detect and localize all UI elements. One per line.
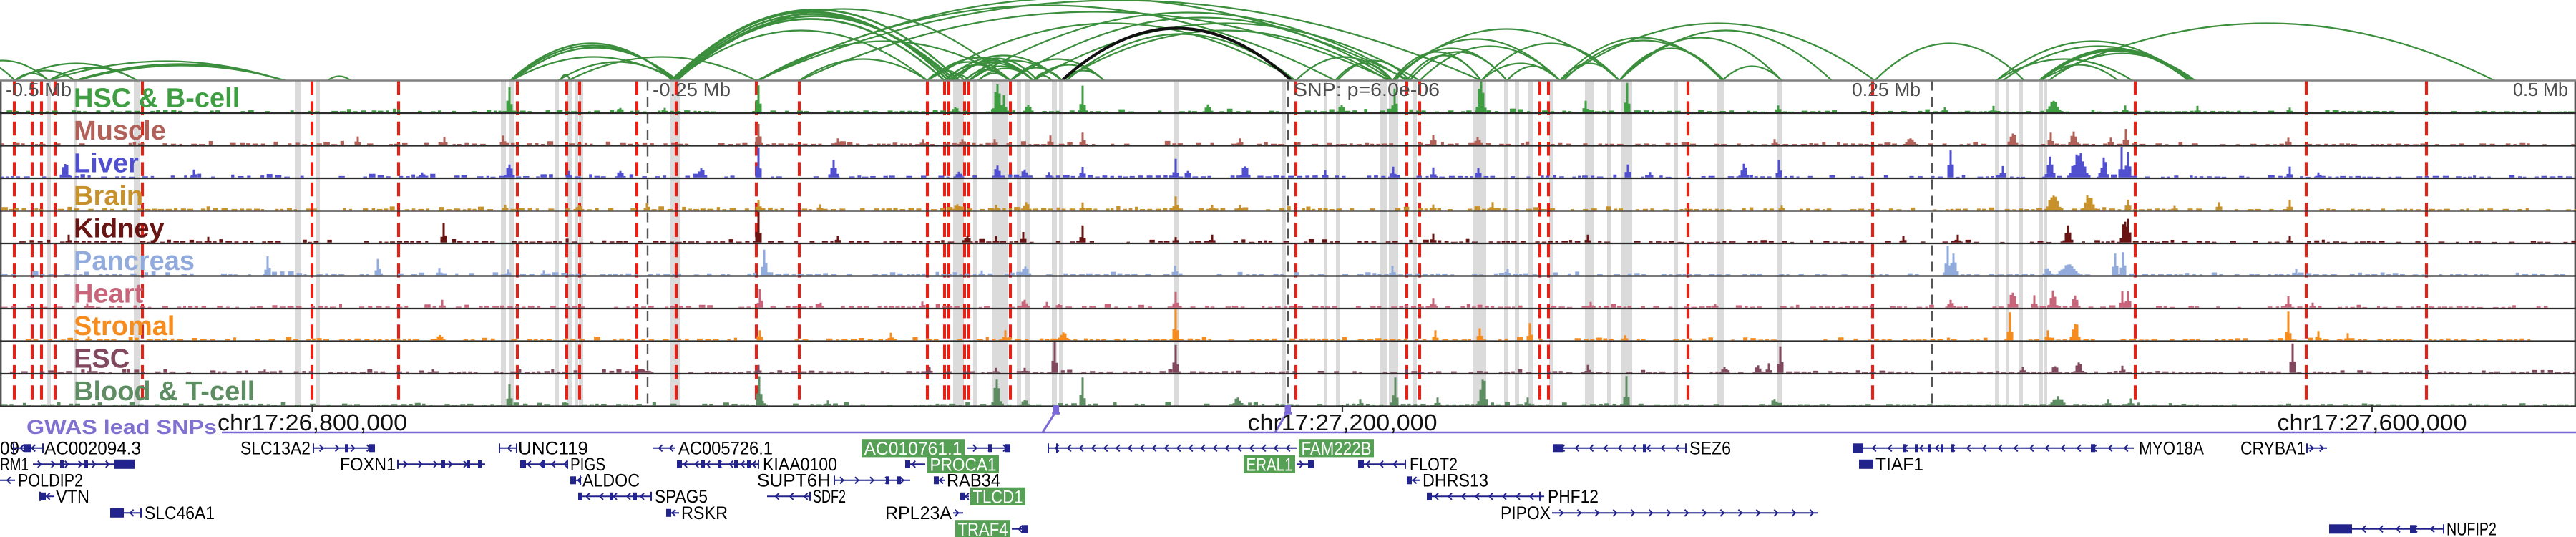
svg-text:KIAA0100: KIAA0100	[763, 455, 837, 475]
svg-text:Liver: Liver	[74, 149, 139, 179]
svg-text:RM1: RM1	[0, 455, 29, 475]
svg-text:Pancreas: Pancreas	[74, 246, 195, 276]
svg-text:DHRS13: DHRS13	[1423, 471, 1488, 491]
svg-text:FAM222B: FAM222B	[1302, 439, 1372, 459]
svg-text:SUPT6H: SUPT6H	[757, 471, 831, 491]
svg-text:chr17:27,200,000: chr17:27,200,000	[1248, 410, 1438, 435]
svg-text:chr17:26,800,000: chr17:26,800,000	[218, 410, 407, 435]
svg-text:RSKR: RSKR	[681, 503, 728, 523]
svg-text:TRAF4: TRAF4	[958, 520, 1008, 537]
svg-text:UNC119: UNC119	[518, 439, 588, 459]
svg-text:0.5 Mb: 0.5 Mb	[2513, 79, 2568, 100]
svg-text:ALDOC: ALDOC	[582, 471, 640, 491]
svg-text:chr17:27,600,000: chr17:27,600,000	[2278, 410, 2467, 435]
svg-text:TLCD1: TLCD1	[973, 487, 1023, 507]
svg-text:VTN: VTN	[56, 487, 89, 507]
svg-text:Brain: Brain	[74, 181, 143, 211]
svg-text:PIPOX: PIPOX	[1501, 503, 1551, 523]
svg-text:Heart: Heart	[74, 279, 143, 309]
svg-text:SLC46A1: SLC46A1	[145, 503, 215, 523]
svg-text:ERAL1: ERAL1	[1246, 455, 1293, 475]
svg-text:NUFIP2: NUFIP2	[2446, 520, 2497, 537]
svg-text:0.25 Mb: 0.25 Mb	[1852, 79, 1921, 100]
svg-text:FOXN1: FOXN1	[340, 455, 396, 475]
svg-text:FLOT2: FLOT2	[1410, 455, 1458, 475]
svg-text:PHF12: PHF12	[1548, 487, 1599, 507]
svg-text:Muscle: Muscle	[74, 116, 166, 146]
svg-text:AC005726.1: AC005726.1	[678, 439, 773, 459]
svg-text:ESC: ESC	[74, 344, 130, 374]
svg-text:SPAG5: SPAG5	[655, 487, 708, 507]
svg-text:-0.5 Mb: -0.5 Mb	[6, 79, 72, 100]
svg-text:AC002094.3: AC002094.3	[44, 439, 141, 459]
svg-text:CRYBA1: CRYBA1	[2240, 439, 2306, 459]
svg-text:SLC13A2: SLC13A2	[240, 439, 311, 459]
svg-text:SNP: p=6.0e-06: SNP: p=6.0e-06	[1294, 79, 1440, 100]
svg-text:Stromal: Stromal	[74, 311, 175, 342]
svg-text:PROCA1: PROCA1	[930, 455, 997, 475]
svg-text:HSC & B-cell: HSC & B-cell	[74, 84, 240, 114]
svg-text:SDF2: SDF2	[813, 487, 846, 507]
svg-text:POLDIP2: POLDIP2	[18, 471, 83, 491]
svg-text:GWAS lead SNPs: GWAS lead SNPs	[26, 416, 217, 438]
svg-text:RPL23A: RPL23A	[885, 503, 952, 523]
svg-text:MYO18A: MYO18A	[2139, 439, 2204, 459]
svg-text:Blood & T-cell: Blood & T-cell	[74, 377, 255, 407]
svg-text:SEZ6: SEZ6	[1689, 439, 1731, 459]
svg-text:PIGS: PIGS	[570, 455, 605, 475]
svg-text:-0.25 Mb: -0.25 Mb	[653, 79, 731, 100]
svg-text:TIAF1: TIAF1	[1875, 455, 1923, 475]
svg-text:Kidney: Kidney	[74, 214, 165, 244]
